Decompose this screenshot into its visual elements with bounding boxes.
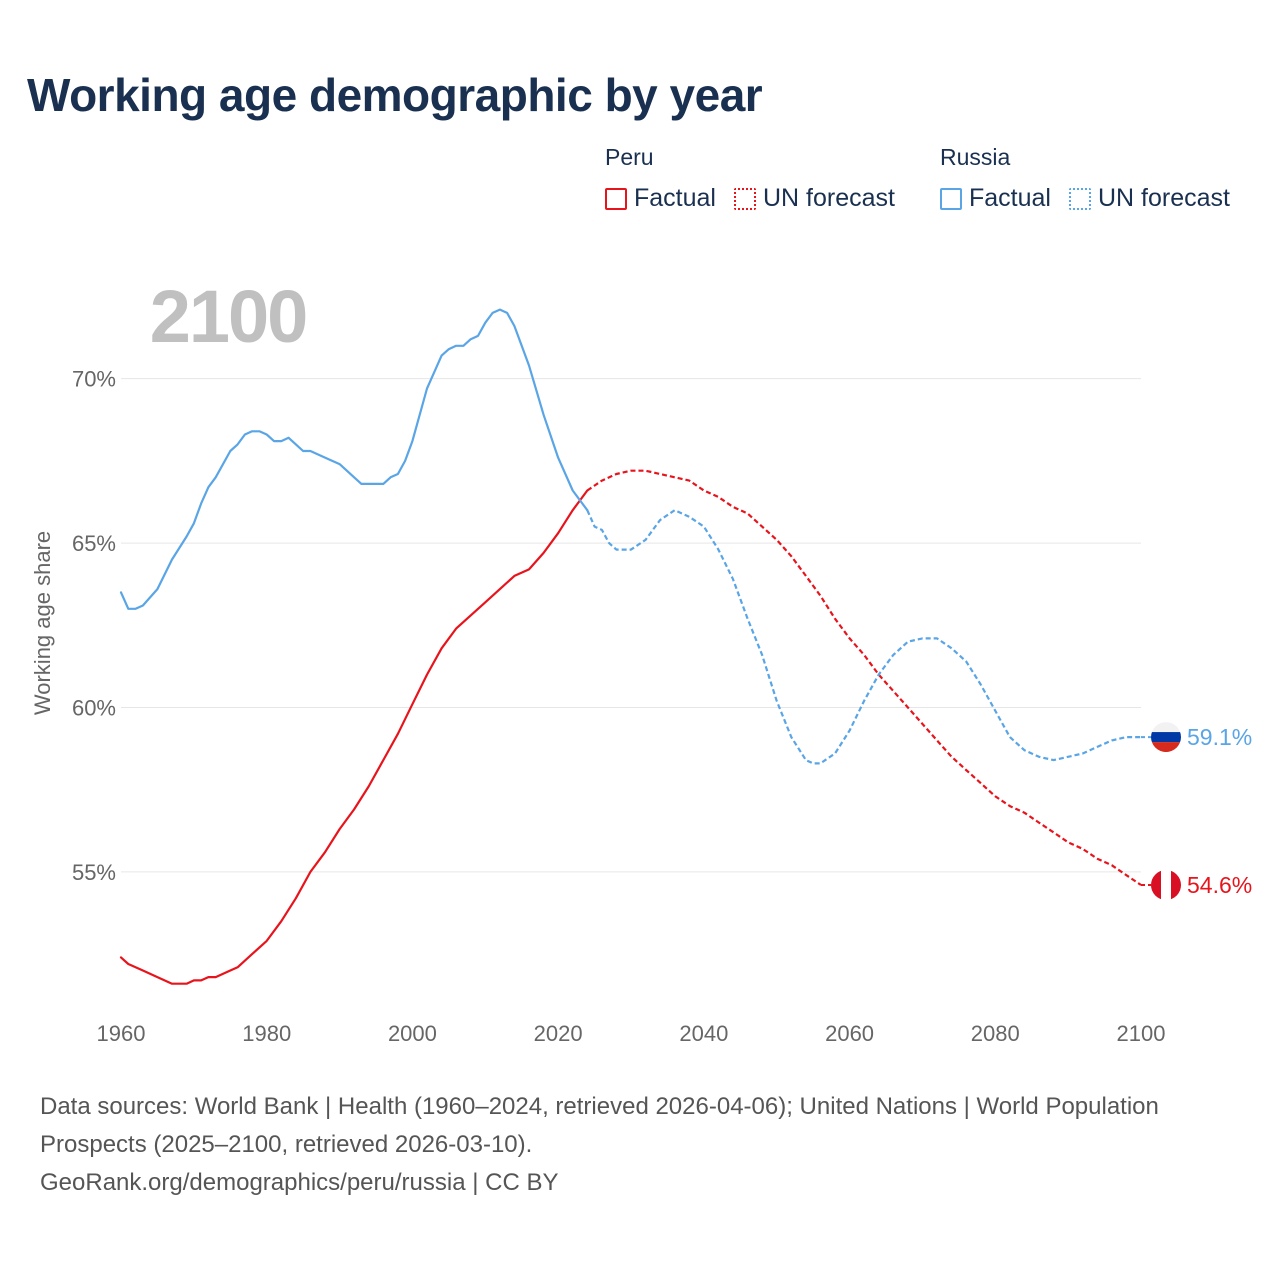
peru-flag-icon [1151, 870, 1181, 901]
legend-country-russia: Russia [940, 144, 1011, 170]
series-line-russia-factual [119, 308, 589, 610]
legend-swatch-peru-forecast [733, 187, 756, 210]
legend-item-russia-factual[interactable]: Factual [940, 184, 1051, 213]
legend-country-peru: Peru [605, 144, 654, 170]
legend-swatch-russia-factual [940, 187, 962, 210]
x-tick-label: 2100 [1117, 1021, 1166, 1046]
x-tick-label: 2080 [971, 1021, 1020, 1046]
legend-item-peru-factual[interactable]: Factual [605, 184, 716, 213]
footer: Data sources: World Bank | Health (1960–… [40, 1088, 1220, 1202]
y-tick-label: 65% [72, 531, 116, 556]
footer-attribution: GeoRank.org/demographics/peru/russia | C… [40, 1169, 559, 1196]
chart-title: Working age demographic by year [27, 69, 763, 121]
legend-label-peru-factual: Factual [634, 184, 716, 212]
series-line-russia-forecast [586, 509, 1141, 765]
legend-label-russia-factual: Factual [969, 184, 1051, 212]
russia-flag-icon [1151, 722, 1181, 753]
x-tick-label: 1960 [97, 1021, 146, 1046]
legend-item-peru-forecast[interactable]: UN forecast [733, 184, 895, 213]
x-tick-label: 1980 [242, 1021, 291, 1046]
legend-label-russia-forecast: UN forecast [1097, 184, 1230, 212]
legend-item-russia-forecast[interactable]: UN forecast [1068, 184, 1230, 213]
legend-peru: Peru Factual UN forecast [605, 144, 913, 213]
end-value-label-russia: 59.1% [1187, 724, 1252, 750]
y-tick-label: 55% [72, 860, 116, 885]
line-chart: 2100 55% 60% 65% 70% 1960 1980 2000 2020 2040 2060… [30, 275, 1252, 1046]
end-value-label-peru: 54.6% [1187, 872, 1252, 898]
y-tick-label: 70% [72, 367, 116, 392]
x-tick-label: 2060 [825, 1021, 874, 1046]
series-line-peru-factual [119, 489, 589, 985]
year-watermark: 2100 [150, 275, 307, 358]
legend-swatch-russia-forecast [1068, 187, 1091, 210]
legend-swatch-peru-factual [605, 187, 627, 210]
x-tick-label: 2020 [534, 1021, 583, 1046]
y-axis-title: Working age share [30, 531, 55, 715]
series-line-peru-forecast [586, 469, 1142, 886]
legend-label-peru-forecast: UN forecast [762, 184, 895, 212]
x-tick-label: 2000 [388, 1021, 437, 1046]
footer-sources: Data sources: World Bank | Health (1960–… [40, 1093, 1159, 1158]
legend-russia: Russia Factual UN forecast [940, 144, 1248, 213]
x-tick-label: 2040 [679, 1021, 728, 1046]
y-tick-label: 60% [72, 695, 116, 720]
